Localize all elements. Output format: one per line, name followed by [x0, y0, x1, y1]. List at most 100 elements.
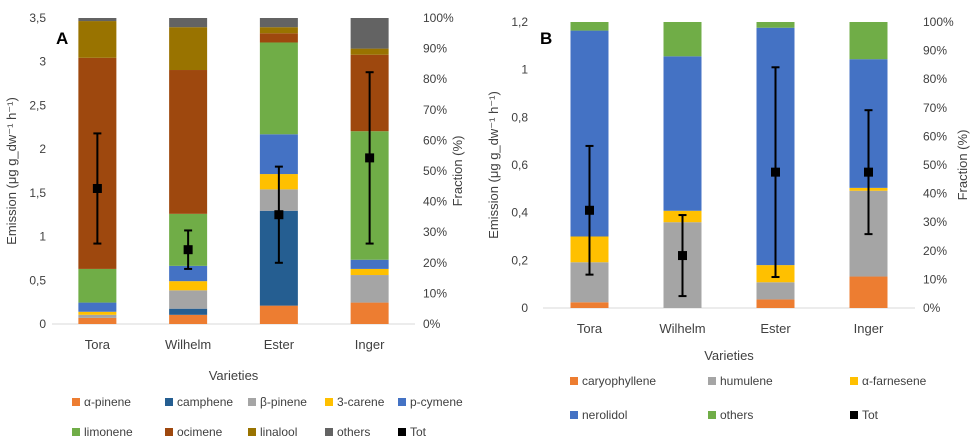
- bar-segment-others: [756, 22, 795, 28]
- legend-swatch-3-carene: [325, 398, 333, 406]
- bar-segment-others: [663, 22, 702, 57]
- y-tick-label: 0,4: [511, 206, 528, 220]
- y-tick-label: 0,5: [29, 273, 46, 287]
- y-tick-label: 1,5: [29, 186, 46, 200]
- x-tick-label: Inger: [355, 337, 385, 352]
- legend-label: caryophyllene: [582, 374, 656, 388]
- y-tick-label: 0,6: [511, 158, 528, 172]
- y-right-tick-label: 100%: [923, 15, 954, 29]
- total-marker: [274, 210, 284, 220]
- bar-segment-alpha-pinene: [78, 317, 117, 324]
- bar-segment-limonene: [259, 42, 298, 135]
- x-tick-label: Tora: [577, 321, 603, 336]
- legend-label: α-farnesene: [862, 374, 927, 388]
- total-marker: [585, 205, 594, 215]
- legend-label: Tot: [410, 425, 427, 439]
- legend-label: α-pinene: [84, 395, 131, 409]
- y-right-tick-label: 0%: [423, 317, 441, 331]
- bar-segment-alpha-pinene: [259, 305, 298, 324]
- bar-segment-others: [259, 18, 298, 28]
- y-axis-title: Emission (μg g_dw⁻¹ h⁻¹): [4, 97, 19, 245]
- legend-label: p-cymene: [410, 395, 463, 409]
- legend-label: camphene: [177, 395, 233, 409]
- bar-segment-camphene: [169, 308, 208, 315]
- legend-swatch-others: [708, 411, 716, 419]
- total-marker: [771, 167, 780, 177]
- panel-letter: B: [540, 29, 552, 48]
- bar-segment-p-cymene: [169, 265, 208, 282]
- legend-label: β-pinene: [260, 395, 307, 409]
- legend-label: nerolidol: [582, 408, 627, 422]
- bar-segment-p-cymene: [78, 302, 117, 312]
- y-right-tick-label: 20%: [923, 244, 947, 258]
- y-tick-label: 1,2: [511, 15, 528, 29]
- legend-swatch-limonene: [72, 428, 80, 436]
- legend-label: Tot: [862, 408, 879, 422]
- y-tick-label: 1: [521, 63, 528, 77]
- y-right-tick-label: 10%: [423, 286, 447, 300]
- legend-swatch-ocimene: [165, 428, 173, 436]
- legend-label: limonene: [84, 425, 133, 439]
- y-right-tick-label: 50%: [423, 164, 447, 178]
- x-tick-label: Tora: [85, 337, 111, 352]
- x-axis-title: Varieties: [209, 368, 259, 383]
- y-right-tick-label: 100%: [423, 11, 454, 25]
- bar-segment-nerolidol: [663, 56, 702, 211]
- panel-letter: A: [56, 29, 68, 48]
- y-tick-label: 0,2: [511, 253, 528, 267]
- y-tick-label: 2: [39, 142, 46, 156]
- y-right-axis-title: Fraction (%): [450, 136, 465, 207]
- y-right-tick-label: 30%: [423, 225, 447, 239]
- y-right-tick-label: 50%: [923, 158, 947, 172]
- bar-segment-3-carene: [350, 268, 389, 276]
- y-tick-label: 2,5: [29, 98, 46, 112]
- bar-segment-ocimene: [259, 33, 298, 43]
- legend-label: 3-carene: [337, 395, 385, 409]
- y-right-tick-label: 80%: [423, 72, 447, 86]
- y-right-tick-label: 40%: [923, 187, 947, 201]
- y-tick-label: 0: [39, 317, 46, 331]
- y-tick-label: 3: [39, 55, 46, 69]
- bar-segment-limonene: [78, 268, 117, 303]
- legend-swatch-others: [325, 428, 333, 436]
- bar-segment-beta-pinene: [78, 314, 117, 318]
- y-tick-label: 1: [39, 230, 46, 244]
- y-right-tick-label: 30%: [923, 215, 947, 229]
- legend-swatch-nerolidol: [570, 411, 578, 419]
- y-right-tick-label: 40%: [423, 195, 447, 209]
- total-marker: [183, 245, 193, 255]
- y-tick-label: 3,5: [29, 11, 46, 25]
- legend-swatch-tot: [850, 411, 858, 419]
- bar-segment-others: [570, 22, 609, 31]
- bar-segment-humulene: [756, 282, 795, 300]
- bar-segment-caryophyllene: [570, 302, 609, 308]
- legend-swatch-humulene: [708, 377, 716, 385]
- legend-label: others: [720, 408, 753, 422]
- y-tick-label: 0,8: [511, 110, 528, 124]
- y-right-tick-label: 60%: [923, 129, 947, 143]
- bar-segment-p-cymene: [350, 259, 389, 269]
- y-right-tick-label: 20%: [423, 256, 447, 270]
- legend-swatch-alpha-farnesene: [850, 377, 858, 385]
- bar-segment-linalool: [169, 27, 208, 71]
- bar-segment-3-carene: [78, 311, 117, 315]
- bar-segment-ocimene: [169, 70, 208, 214]
- bar-segment-others: [169, 18, 208, 28]
- x-tick-label: Inger: [854, 321, 884, 336]
- y-right-tick-label: 70%: [423, 103, 447, 117]
- y-tick-label: 0: [521, 301, 528, 315]
- bar-segment-beta-pinene: [350, 275, 389, 303]
- bar-segment-caryophyllene: [849, 276, 888, 308]
- y-right-tick-label: 90%: [423, 42, 447, 56]
- y-right-tick-label: 0%: [923, 301, 941, 315]
- legend-swatch-caryophyllene: [570, 377, 578, 385]
- legend: caryophyllene humulene α-farnesene nerolido…: [570, 374, 927, 422]
- bar-segment-others: [78, 18, 117, 22]
- x-tick-label: Ester: [760, 321, 791, 336]
- bar-segment-alpha-pinene: [350, 302, 389, 324]
- x-tick-label: Wilhelm: [659, 321, 705, 336]
- legend: α-pinene camphene β-pinene 3-carene p-cymene…: [72, 395, 463, 439]
- y-right-axis-title: Fraction (%): [955, 130, 970, 201]
- bar-segment-caryophyllene: [756, 299, 795, 308]
